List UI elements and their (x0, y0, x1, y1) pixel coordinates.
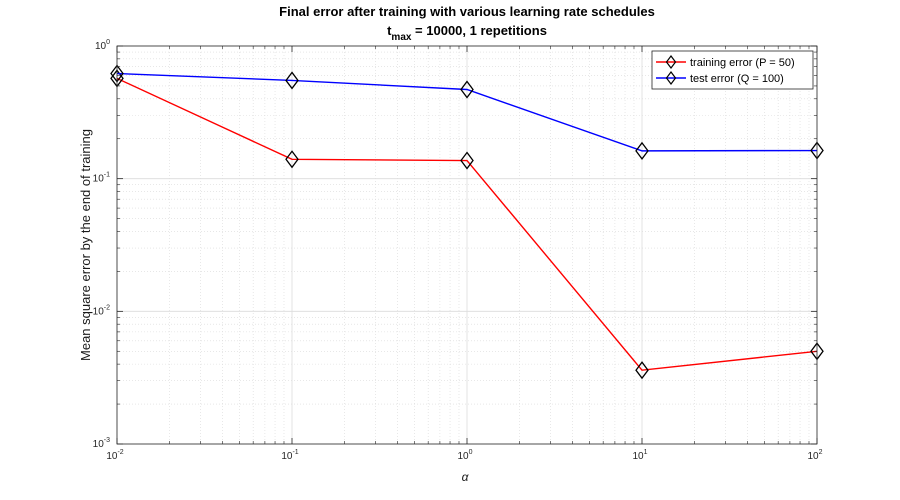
x-tick-label: 10-2 (106, 449, 123, 462)
y-axis-label: Mean square error by the end of training (78, 129, 93, 361)
y-tick-label: 10-3 (93, 437, 110, 450)
chart-title-line1: Final error after training with various … (279, 4, 655, 19)
y-tick-label: 100 (95, 39, 110, 52)
data-point-marker (285, 71, 299, 90)
series-line-0 (116, 77, 818, 371)
data-point-marker (635, 141, 649, 160)
x-tick-label: 102 (807, 449, 822, 462)
legend: training error (P = 50) test error (Q = 1… (651, 50, 814, 90)
x-tick-label: 100 (457, 449, 472, 462)
legend-box (651, 50, 814, 90)
legend-marker-1 (665, 71, 677, 85)
y-tick-label: 10-1 (93, 172, 110, 185)
tick-marks (116, 45, 818, 445)
y-tick-label: 10-2 (93, 304, 110, 317)
minor-grid (117, 46, 817, 444)
legend-items: training error (P = 50) test error (Q = 1… (656, 55, 795, 85)
x-axis-label: α (462, 470, 470, 484)
chart-title-line2: tmax = 10000, 1 repetitions (387, 23, 547, 43)
x-tick-label: 101 (632, 449, 647, 462)
legend-label-1: test error (Q = 100) (690, 73, 784, 85)
data-point-marker (635, 361, 649, 380)
series-line-1 (116, 72, 818, 152)
legend-marker-0 (665, 55, 677, 69)
data-point-marker (460, 80, 474, 99)
data-point-marker (460, 151, 474, 170)
x-tick-label: 10-1 (281, 449, 298, 462)
data-point-marker (285, 150, 299, 169)
legend-label-0: training error (P = 50) (690, 57, 795, 69)
